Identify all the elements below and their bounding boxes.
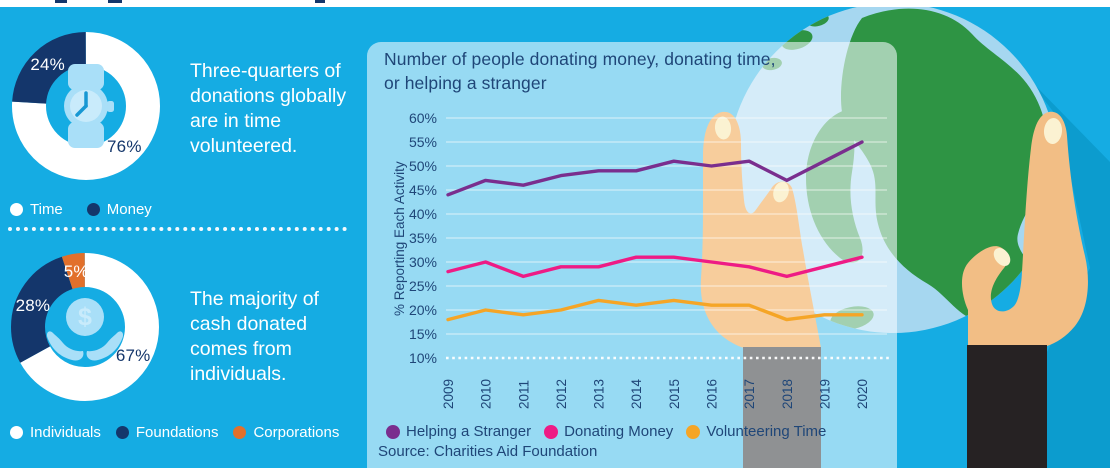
- hands-coin-icon: $: [47, 298, 123, 361]
- legend-dot: [233, 426, 247, 439]
- chart-title-line1: Number of people donating money, donatin…: [384, 49, 776, 69]
- legend-item-money: Money: [86, 201, 152, 218]
- donut-chart-cash-sources: 67% 28% 5%: [5, 247, 165, 407]
- legend-item-time: Time: [10, 201, 63, 218]
- legend-cash-sources: Individuals Foundations Corporations: [10, 424, 339, 441]
- chart-title-line2: or helping a stranger: [384, 73, 547, 93]
- donut-value-label-individuals: 67%: [115, 345, 151, 365]
- legend-label: Corporations: [253, 424, 340, 441]
- donut-segment-money: [12, 32, 160, 180]
- watch-icon: [64, 64, 114, 148]
- legend-dot: [115, 426, 129, 439]
- chart-legend-dot: [386, 424, 400, 439]
- dotted-divider: [8, 227, 347, 231]
- globe-shadow: [1026, 76, 1110, 468]
- legend-dot: [10, 203, 23, 216]
- legend-time-money: Time Money: [10, 201, 152, 218]
- caption-line: cash donated: [190, 313, 308, 335]
- chart-legend: Helping a Stranger Donating Money Voluntee…: [386, 423, 826, 440]
- chart-legend-label: Donating Money: [564, 423, 674, 440]
- chart-legend-dot: [686, 424, 701, 439]
- legend-label: Money: [106, 201, 152, 218]
- legend-dot: [86, 203, 100, 216]
- legend-label: Foundations: [135, 424, 219, 441]
- legend-dot: [10, 426, 23, 439]
- donut-segment-corporations: [11, 253, 159, 401]
- donut-segment-foundations: [11, 253, 159, 401]
- donut-chart-time-vs-money: 76% 24%: [6, 26, 166, 186]
- legend-item-foundations: Foundations: [115, 424, 219, 441]
- chart-legend-item-donating-money: Donating Money: [544, 423, 673, 440]
- caption-line: comes from: [190, 338, 292, 360]
- right-hand-thumbnail: [993, 248, 1011, 266]
- right-hand-sleeve: [967, 345, 1047, 468]
- legend-label: Individuals: [30, 424, 101, 441]
- caption-line: individuals.: [190, 363, 287, 385]
- right-hand-fingernail: [1043, 118, 1063, 144]
- caption-time-volunteered: Three-quarters of donations globally are i…: [190, 59, 362, 159]
- legend-item-corporations: Corporations: [233, 424, 339, 441]
- chart-legend-item-volunteering-time: Volunteering Time: [686, 423, 826, 440]
- chart-source: Source: Charities Aid Foundation: [378, 443, 598, 460]
- caption-line: donations globally: [190, 85, 347, 107]
- caption-line: The majority of: [190, 288, 319, 310]
- donut-svg: [12, 32, 160, 180]
- chart-legend-label: Volunteering Time: [706, 423, 827, 440]
- chart-legend-label: Helping a Stranger: [406, 423, 532, 440]
- chart-legend-dot: [544, 424, 559, 439]
- top-crop-strip: [0, 0, 1110, 7]
- caption-line: are in time: [190, 110, 282, 132]
- donut-value-label-corporations: 5%: [63, 261, 89, 281]
- globe-island: [807, 13, 829, 27]
- caption-cash-individuals: The majority of cash donated comes from ind…: [190, 287, 362, 387]
- chart-panel: [367, 42, 897, 468]
- donut-value-label-foundations: 28%: [15, 296, 51, 316]
- caption-line: volunteered.: [190, 135, 298, 157]
- donut-svg: [11, 253, 159, 401]
- legend-item-individuals: Individuals: [10, 424, 101, 441]
- chart-title: Number of people donating money, donatin…: [384, 47, 776, 95]
- legend-label: Time: [30, 201, 63, 218]
- chart-legend-item-helping-a-stranger: Helping a Stranger: [386, 423, 531, 440]
- donut-value-label-money: 24%: [30, 55, 65, 75]
- donut-value-label-time: 76%: [107, 136, 142, 156]
- svg-text:$: $: [78, 303, 92, 331]
- right-hand: [961, 111, 1088, 346]
- caption-line: Three-quarters of: [190, 60, 341, 82]
